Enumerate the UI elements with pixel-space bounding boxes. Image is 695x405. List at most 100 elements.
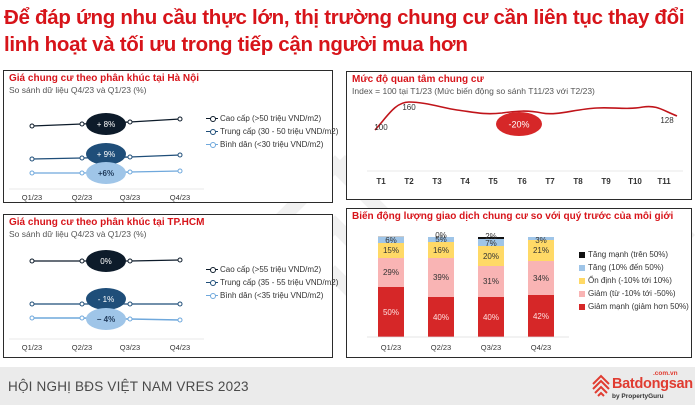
bar-q2 [428, 237, 454, 337]
transactions-bar-chart: 50% 29% 15% 6% 40% 39% 16% 5% 0% 40% 31%… [367, 231, 569, 352]
house-logo-icon [592, 374, 610, 397]
legend-label: Tăng (10% đến 50%) [588, 263, 664, 272]
logo-domain: .com.vn [653, 370, 678, 377]
svg-text:6%: 6% [385, 236, 397, 245]
headline-line-2: linh hoạt và tối ưu trong tiếp cận người… [4, 33, 468, 56]
hanoi-change-mid: + 9% [97, 150, 115, 159]
svg-text:29%: 29% [383, 268, 399, 277]
legend-item: Trung cấp (35 - 55 triệu VND/m2) [206, 276, 338, 289]
svg-text:21%: 21% [533, 246, 549, 255]
x-tick: Q1/23 [381, 343, 401, 352]
legend-line-marker-icon [206, 280, 218, 286]
x-tick: T11 [657, 177, 671, 186]
bar-q4 [528, 237, 554, 337]
x-tick: T6 [517, 177, 527, 186]
svg-text:2%: 2% [485, 232, 497, 241]
batdongsan-logo: .com.vn Batdongsan by PropertyGuru [590, 370, 693, 402]
panel-title: Biến động lượng giao dịch chung cư so vớ… [352, 211, 674, 222]
legend-item: Bình dân (<35 triệu VND/m2) [206, 289, 338, 302]
legend-line-marker-icon [206, 293, 218, 299]
x-tick: T10 [628, 177, 642, 186]
x-tick: Q2/23 [72, 193, 92, 202]
x-tick: T3 [432, 177, 442, 186]
x-tick: T7 [545, 177, 555, 186]
svg-text:39%: 39% [433, 273, 449, 282]
panel-title: Mức độ quan tâm chung cư [352, 74, 484, 85]
svg-text:20%: 20% [483, 252, 499, 261]
hcm-change-high: 0% [100, 257, 112, 266]
bar-q3 [478, 237, 504, 337]
legend-item: Cao cấp (>55 triệu VND/m2) [206, 263, 338, 276]
logo-byline: by PropertyGuru [612, 393, 664, 400]
legend-line-marker-icon [206, 267, 218, 273]
legend-label: Giảm mạnh (giảm hơn 50%) [588, 302, 689, 311]
footer-bar: HỘI NGHỊ BĐS VIỆT NAM VRES 2023 .com.vn … [0, 367, 695, 405]
x-tick: Q4/23 [170, 193, 190, 202]
legend-label: Bình dân (<35 triệu VND/m2) [220, 291, 324, 300]
x-tick: Q3/23 [120, 343, 140, 352]
hcm-line-chart: 0% - 1% − 4% Q1/23 Q2/23 Q3/23 Q4/23 [9, 250, 204, 352]
x-tick: T2 [404, 177, 414, 186]
legend-item: Giảm mạnh (giảm hơn 50%) [579, 300, 689, 313]
page-headline: Để đáp ứng nhu cầu thực lớn, thị trường … [4, 4, 694, 58]
legend-line-marker-icon [206, 142, 218, 148]
legend-swatch-icon [579, 264, 585, 271]
panel-subtitle: So sánh dữ liệu Q4/23 và Q1/23 (%) [9, 85, 147, 95]
svg-text:3%: 3% [535, 236, 547, 245]
legend-line-marker-icon [206, 129, 218, 135]
x-tick: Q3/23 [120, 193, 140, 202]
svg-text:40%: 40% [433, 313, 449, 322]
panel-hcm-price: Giá chung cư theo phân khúc tại TP.HCM S… [3, 214, 338, 358]
panel-title: Giá chung cư theo phân khúc tại TP.HCM [9, 217, 205, 228]
legend-label: Cao cấp (>50 triệu VND/m2) [220, 114, 322, 123]
legend-item: Ổn định (-10% tới 10%) [579, 274, 689, 287]
panel-interest-index: Mức độ quan tâm chung cư Index = 100 tại… [346, 71, 692, 200]
legend-item: Giảm (từ -10% tới -50%) [579, 287, 689, 300]
svg-text:42%: 42% [533, 312, 549, 321]
x-tick: T1 [376, 177, 386, 186]
x-tick: Q1/23 [22, 193, 42, 202]
svg-text:50%: 50% [383, 308, 399, 317]
data-label-first: 100 [374, 123, 388, 132]
x-tick: T9 [601, 177, 611, 186]
hanoi-line-chart: + 8% + 9% +6% Q1/23 Q2/23 Q3/23 Q4/23 [9, 113, 204, 202]
hanoi-change-high: + 8% [97, 120, 115, 129]
legend-swatch-icon [579, 290, 585, 297]
x-tick: T4 [460, 177, 470, 186]
bar-q1 [378, 236, 404, 337]
interest-line-chart: -20% 100 160 128 T1 T2 T3 T4 T5 T6 T7 T8… [367, 101, 683, 186]
data-label-last: 128 [660, 116, 674, 125]
legend-item: Tăng (10% đến 50%) [579, 261, 689, 274]
svg-text:16%: 16% [433, 246, 449, 255]
svg-text:7%: 7% [485, 239, 497, 248]
legend-label: Bình dân (<30 triệu VND/m2) [220, 140, 324, 149]
legend-item: Tăng mạnh (trên 50%) [579, 248, 689, 261]
legend-item: Trung cấp (30 - 50 triệu VND/m2) [206, 125, 338, 138]
svg-text:34%: 34% [533, 274, 549, 283]
hanoi-legend: Cao cấp (>50 triệu VND/m2) Trung cấp (30… [206, 112, 338, 151]
legend-label: Trung cấp (35 - 55 triệu VND/m2) [220, 278, 339, 287]
legend-label: Cao cấp (>55 triệu VND/m2) [220, 265, 322, 274]
svg-text:15%: 15% [383, 246, 399, 255]
panel-subtitle: Index = 100 tại T1/23 (Mức biến động so … [352, 86, 595, 96]
x-tick: Q4/23 [531, 343, 551, 352]
data-label-peak: 160 [402, 103, 416, 112]
transactions-legend: Tăng mạnh (trên 50%) Tăng (10% đến 50%) … [579, 248, 689, 313]
interest-change-badge: -20% [508, 120, 529, 130]
x-tick: Q3/23 [481, 343, 501, 352]
x-tick: Q2/23 [72, 343, 92, 352]
panel-hanoi-price: Giá chung cư theo phân khúc tại Hà Nội S… [3, 70, 338, 203]
panel-title: Giá chung cư theo phân khúc tại Hà Nội [9, 73, 200, 84]
hcm-change-mid: - 1% [98, 295, 114, 304]
hanoi-change-low: +6% [98, 169, 114, 178]
legend-line-marker-icon [206, 116, 218, 122]
x-tick: Q2/23 [431, 343, 451, 352]
hcm-legend: Cao cấp (>55 triệu VND/m2) Trung cấp (35… [206, 263, 338, 302]
svg-text:40%: 40% [483, 313, 499, 322]
legend-label: Tăng mạnh (trên 50%) [588, 250, 669, 259]
x-tick: Q4/23 [170, 343, 190, 352]
panel-subtitle: So sánh dữ liệu Q4/23 và Q1/23 (%) [9, 229, 147, 239]
legend-item: Bình dân (<30 triệu VND/m2) [206, 138, 338, 151]
logo-name: Batdongsan [612, 376, 693, 392]
headline-line-1: Để đáp ứng nhu cầu thực lớn, thị trường … [4, 6, 685, 29]
